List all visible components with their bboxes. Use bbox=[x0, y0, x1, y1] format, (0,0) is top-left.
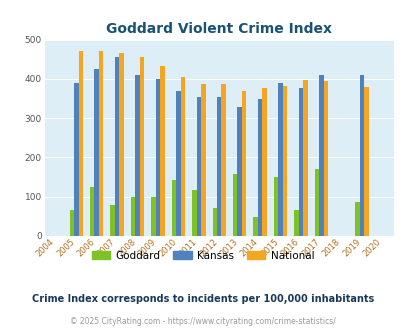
Bar bbox=[119, 52, 124, 236]
Bar bbox=[192, 190, 196, 236]
Bar bbox=[237, 107, 241, 236]
Text: © 2025 CityRating.com - https://www.cityrating.com/crime-statistics/: © 2025 CityRating.com - https://www.city… bbox=[70, 317, 335, 326]
Bar bbox=[130, 197, 135, 236]
Bar bbox=[216, 97, 221, 236]
Bar bbox=[200, 83, 205, 236]
Bar bbox=[78, 51, 83, 236]
Bar bbox=[160, 66, 164, 236]
Bar bbox=[253, 217, 257, 236]
Bar bbox=[221, 83, 226, 236]
Bar bbox=[151, 197, 156, 236]
Bar bbox=[364, 87, 368, 236]
Bar bbox=[156, 79, 160, 236]
Bar bbox=[282, 85, 286, 236]
Bar bbox=[94, 69, 99, 236]
Bar bbox=[74, 83, 78, 236]
Bar bbox=[303, 80, 307, 236]
Bar bbox=[212, 209, 216, 236]
Bar bbox=[277, 83, 282, 236]
Bar bbox=[314, 169, 318, 236]
Bar bbox=[90, 187, 94, 236]
Bar bbox=[323, 81, 327, 236]
Bar bbox=[273, 177, 277, 236]
Bar bbox=[176, 91, 180, 236]
Bar bbox=[262, 88, 266, 236]
Bar bbox=[196, 97, 200, 236]
Bar bbox=[69, 211, 74, 236]
Bar bbox=[135, 75, 139, 236]
Bar bbox=[115, 57, 119, 236]
Bar bbox=[171, 180, 176, 236]
Bar bbox=[257, 99, 262, 236]
Text: Crime Index corresponds to incidents per 100,000 inhabitants: Crime Index corresponds to incidents per… bbox=[32, 294, 373, 304]
Bar bbox=[139, 57, 144, 236]
Title: Goddard Violent Crime Index: Goddard Violent Crime Index bbox=[106, 22, 331, 36]
Legend: Goddard, Kansas, National: Goddard, Kansas, National bbox=[88, 248, 317, 264]
Bar bbox=[359, 75, 364, 236]
Bar bbox=[232, 174, 237, 236]
Bar bbox=[298, 87, 303, 236]
Bar bbox=[354, 202, 359, 236]
Bar bbox=[318, 75, 323, 236]
Bar bbox=[241, 91, 246, 236]
Bar bbox=[294, 211, 298, 236]
Bar bbox=[180, 77, 185, 236]
Bar bbox=[99, 50, 103, 236]
Bar bbox=[110, 205, 115, 236]
